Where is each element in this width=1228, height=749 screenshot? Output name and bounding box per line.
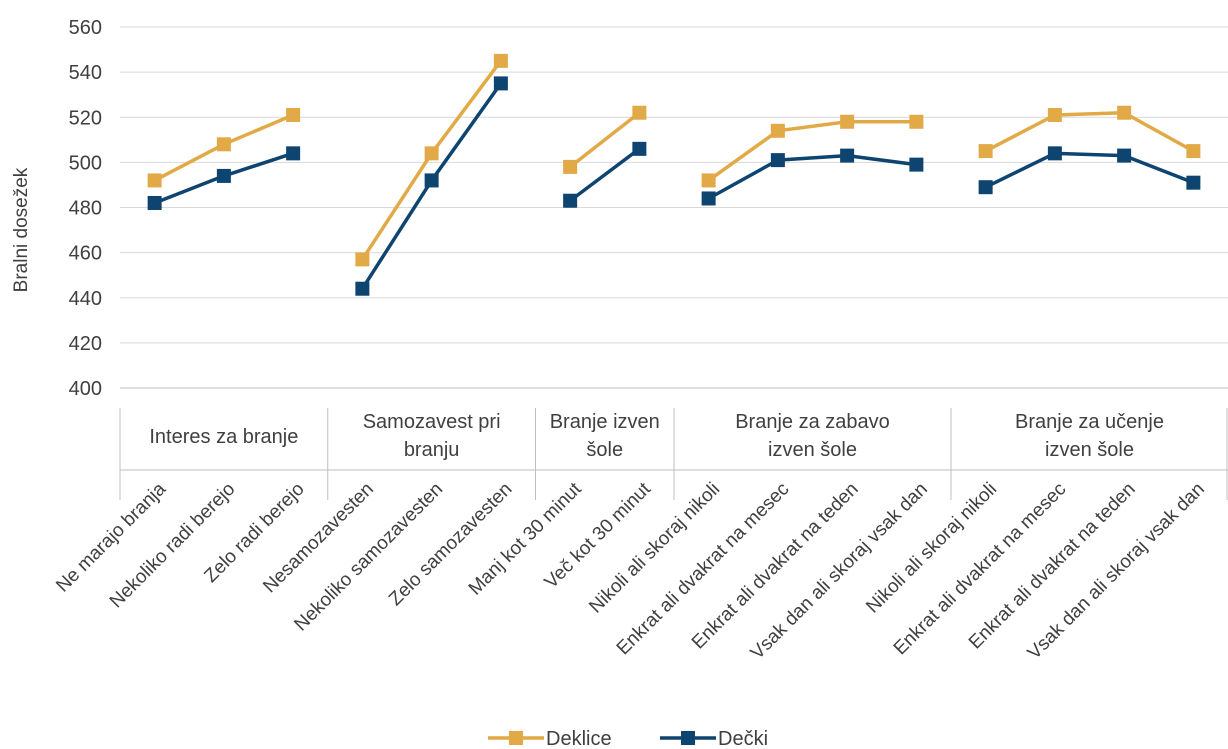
group-label: branju	[404, 439, 460, 461]
group-label: šole	[586, 439, 623, 461]
group-label: izven šole	[1045, 439, 1134, 461]
data-point	[770, 123, 785, 138]
series-deklice	[147, 53, 1201, 267]
data-point	[770, 153, 785, 168]
data-point	[1047, 146, 1062, 161]
series-line	[707, 120, 917, 182]
data-point	[493, 53, 508, 68]
data-point	[632, 105, 647, 120]
data-point	[840, 148, 855, 163]
legend-label: Dečki	[718, 728, 768, 749]
y-tick-label: 400	[69, 378, 102, 400]
group-label: Samozavest pri	[363, 411, 501, 433]
series-layer	[147, 53, 1201, 296]
data-point	[286, 107, 301, 122]
series-line	[569, 111, 641, 169]
y-tick-label: 420	[69, 333, 102, 355]
data-point	[493, 76, 508, 91]
legend: Deklice Dečki	[488, 728, 768, 749]
y-tick-label: 560	[69, 17, 102, 39]
group-label: Branje izven	[550, 411, 660, 433]
data-point	[355, 252, 370, 267]
series-decki	[147, 76, 1201, 296]
y-tick-label: 440	[69, 288, 102, 310]
group-label: Interes za branje	[149, 426, 298, 448]
y-tick-label: 460	[69, 243, 102, 265]
legend-marker	[681, 731, 695, 745]
data-point	[701, 191, 716, 206]
legend-label: Deklice	[546, 728, 612, 749]
category-group-box	[119, 387, 1228, 500]
category-tick-label: Nikoli ali skoraj nikoli	[585, 479, 724, 618]
gridlines	[120, 26, 1228, 389]
data-point	[909, 157, 924, 172]
y-axis-label: Bralni dosežek	[11, 167, 32, 292]
series-line	[984, 151, 1195, 189]
data-point	[840, 114, 855, 129]
data-point	[1047, 107, 1062, 122]
data-point	[286, 146, 301, 161]
data-point	[424, 173, 439, 188]
data-point	[1186, 144, 1201, 159]
series-line	[707, 153, 917, 201]
data-point	[701, 173, 716, 188]
y-tick-label: 520	[69, 107, 102, 129]
category-tick-label: Nikoli ali skoraj nikoli	[862, 479, 1001, 618]
series-line	[984, 110, 1195, 153]
data-point	[563, 159, 578, 174]
data-point	[978, 180, 993, 195]
data-point	[216, 168, 231, 183]
data-point	[1117, 148, 1132, 163]
data-point	[424, 146, 439, 161]
data-point	[147, 173, 162, 188]
data-point	[909, 114, 924, 129]
data-point	[1117, 105, 1132, 120]
data-point	[978, 144, 993, 159]
category-tick-label: Nekoliko radi berejo	[106, 479, 240, 613]
y-tick-label: 540	[69, 62, 102, 84]
y-tick-label: 500	[69, 152, 102, 174]
group-label: Branje za učenje	[1015, 411, 1164, 433]
data-point	[355, 281, 370, 296]
series-line	[569, 147, 641, 203]
group-label: izven šole	[768, 439, 857, 461]
data-point	[216, 137, 231, 152]
data-point	[147, 195, 162, 210]
data-point	[632, 141, 647, 156]
y-tick-label: 480	[69, 198, 102, 220]
category-tick-label: Zelo samozavesten	[385, 479, 516, 610]
y-axis: 400 420 440 460 480 500 520 540 560	[69, 17, 102, 400]
legend-marker	[509, 731, 523, 745]
group-label: Branje za zabavo	[735, 411, 890, 433]
data-point	[1186, 175, 1201, 190]
data-point	[563, 193, 578, 208]
